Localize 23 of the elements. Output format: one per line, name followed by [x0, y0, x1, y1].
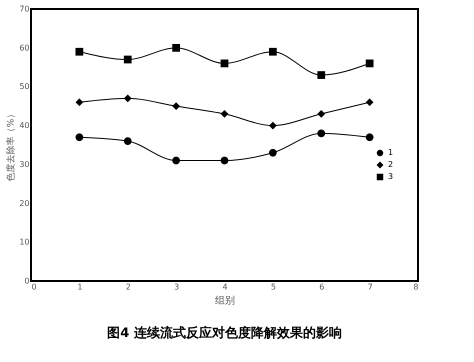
- x-tick-label: 4: [222, 282, 228, 292]
- x-tick-label: 8: [413, 282, 418, 292]
- x-axis-title: 组别: [215, 294, 235, 306]
- x-tick-label: 5: [270, 282, 276, 292]
- y-tick-label: 50: [19, 82, 30, 92]
- y-tick-label: 40: [19, 121, 30, 130]
- y-tick-label: 0: [24, 276, 30, 286]
- x-tick-label: 0: [32, 282, 37, 292]
- y-tick-label: 70: [19, 4, 30, 14]
- legend-label: 3: [388, 172, 394, 181]
- text: 图4 连续流式反应对色度降解效果的影响: [107, 325, 342, 341]
- legend-label: 1: [388, 148, 394, 157]
- legend-label: 2: [388, 160, 394, 169]
- x-tick-label: 6: [319, 282, 324, 292]
- y-tick-label: 30: [19, 160, 30, 169]
- x-tick-label: 2: [126, 282, 131, 292]
- x-tick-label: 7: [368, 282, 373, 292]
- x-tick-label: 1: [77, 282, 82, 292]
- y-tick-label: 20: [19, 198, 30, 208]
- x-tick-label: 3: [174, 282, 180, 292]
- y-tick-label: 10: [19, 238, 30, 247]
- y-axis-title: 色度去除率（%）: [5, 110, 16, 182]
- y-tick-label: 60: [19, 43, 30, 52]
